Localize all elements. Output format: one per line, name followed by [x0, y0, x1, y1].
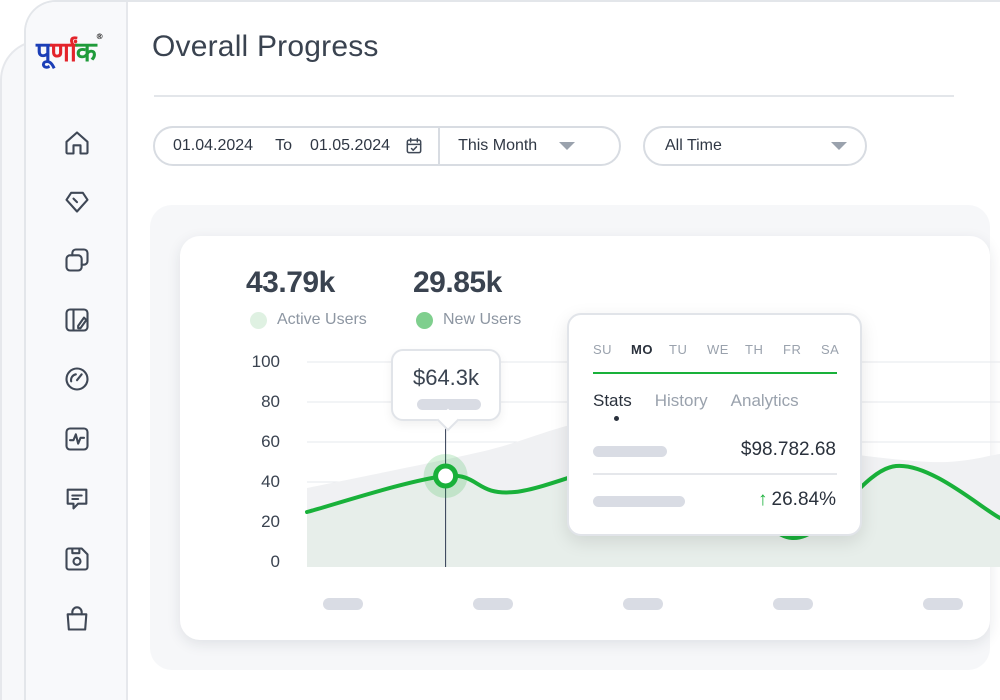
y-axis-tick: 80	[261, 392, 280, 411]
stats-popover: SU MO TU WE TH FR SA Stats History Analytics $98…	[567, 313, 862, 536]
weekday-selector: SU MO TU WE TH FR SA	[593, 342, 859, 357]
period-select[interactable]: This Month	[458, 137, 576, 155]
tooltip-value: $64.3k	[412, 365, 480, 390]
range-select-value: All Time	[665, 137, 722, 154]
x-axis-label	[923, 598, 963, 610]
sidebar: पूर्णांक®	[26, 2, 128, 700]
book-edit-icon[interactable]	[62, 305, 92, 335]
active-users-dot	[250, 311, 267, 329]
active-users-label: Active Users	[277, 311, 367, 328]
popover-tabs: Stats History Analytics	[593, 391, 822, 421]
x-axis-label	[623, 598, 663, 610]
legend-active-users[interactable]: Active Users	[250, 311, 367, 329]
bag-icon[interactable]	[62, 604, 92, 634]
new-users-value: 29.85k	[413, 266, 502, 299]
chevron-down-icon	[831, 142, 847, 150]
brand-logo[interactable]: पूर्णांक®	[36, 32, 104, 68]
activity-icon[interactable]	[62, 424, 92, 454]
weekday-th[interactable]: TH	[745, 342, 764, 357]
y-axis-tick: 60	[261, 432, 280, 451]
page-title: Overall Progress	[152, 30, 379, 63]
tag-icon[interactable]	[62, 186, 92, 216]
date-to-label: To	[275, 137, 292, 154]
row-placeholder-bar	[593, 446, 667, 457]
calendar-icon[interactable]	[404, 136, 424, 156]
x-axis-label	[473, 598, 513, 610]
range-select[interactable]: All Time	[643, 126, 867, 166]
message-icon[interactable]	[62, 484, 92, 514]
active-users-value: 43.79k	[246, 266, 335, 299]
date-from-field[interactable]: 01.04.2024	[173, 137, 254, 154]
weekday-su[interactable]: SU	[593, 342, 613, 357]
row-divider	[593, 473, 837, 475]
arrow-up-icon: ↑	[758, 489, 768, 510]
gauge-icon[interactable]	[62, 364, 92, 394]
x-axis-label	[323, 598, 363, 610]
weekday-mo[interactable]: MO	[631, 342, 653, 357]
weekday-tu[interactable]: TU	[669, 342, 688, 357]
copy-icon[interactable]	[62, 245, 92, 275]
weekday-fr[interactable]: FR	[783, 342, 802, 357]
date-range-picker[interactable]: 01.04.2024 To 01.05.2024 This Month	[153, 126, 621, 166]
tab-history[interactable]: History	[654, 391, 708, 410]
y-axis-tick: 20	[261, 512, 280, 531]
tab-stats[interactable]: Stats	[593, 391, 632, 421]
chevron-down-icon	[559, 142, 576, 150]
y-axis-tick: 40	[261, 472, 280, 491]
y-axis-tick: 100	[251, 352, 280, 371]
y-axis-tick: 0	[270, 552, 280, 571]
new-users-label: New Users	[443, 311, 522, 328]
weekday-underline	[593, 372, 837, 374]
period-select-value: This Month	[458, 137, 538, 154]
stats-amount: $98.782.68	[740, 439, 836, 460]
weekday-sa[interactable]: SA	[821, 342, 840, 357]
tooltip-placeholder-bar	[417, 399, 481, 410]
save-icon[interactable]	[62, 544, 92, 574]
value-tooltip: $64.3k	[391, 349, 501, 432]
x-axis-label	[773, 598, 813, 610]
new-users-dot	[416, 311, 433, 329]
weekday-we[interactable]: WE	[707, 342, 729, 357]
stats-percentage: ↑ 26.84%	[758, 489, 836, 511]
title-divider	[154, 95, 954, 97]
date-to-field[interactable]: 01.05.2024	[309, 137, 391, 154]
picker-divider	[438, 127, 441, 165]
tab-analytics[interactable]: Analytics	[730, 391, 799, 410]
home-icon[interactable]	[62, 128, 92, 158]
stats-percentage-value: 26.84%	[771, 489, 836, 510]
highlight-point	[433, 463, 459, 489]
row-placeholder-bar	[593, 496, 685, 507]
legend-new-users[interactable]: New Users	[416, 311, 521, 329]
